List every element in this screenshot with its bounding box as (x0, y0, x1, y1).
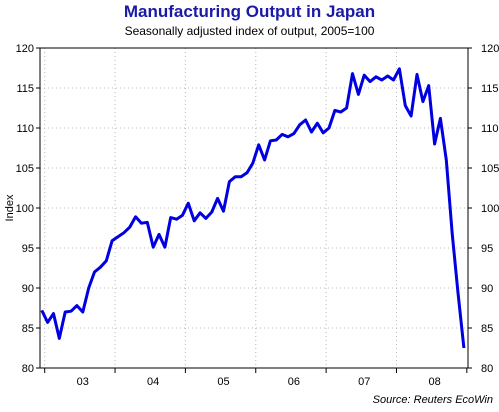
y-tick-label-left: 85 (22, 323, 34, 335)
axis-ticks (36, 47, 472, 373)
x-tick-label: 05 (217, 376, 229, 388)
y-tick-label-right: 110 (481, 123, 499, 135)
y-axis-label: Index (4, 194, 16, 221)
x-tick-label: 04 (147, 376, 159, 388)
y-tick-label-right: 80 (481, 363, 493, 375)
y-axis-left: 80 85 90 95 100 105 110 115 120 (16, 43, 34, 375)
y-tick-label-right: 95 (481, 243, 493, 255)
y-axis-right: 80 85 90 95 100 105 110 115 120 (481, 43, 499, 375)
y-tick-label-right: 115 (481, 83, 499, 95)
source-note: Source: Reuters EcoWin (372, 394, 493, 406)
x-axis: 03 04 05 06 07 08 (77, 376, 441, 388)
y-tick-label-left: 90 (22, 283, 34, 295)
chart-title: Manufacturing Output in Japan (123, 2, 376, 21)
y-tick-label-left: 120 (16, 43, 34, 55)
y-tick-label-right: 90 (481, 283, 493, 295)
y-tick-label-right: 105 (481, 163, 499, 175)
y-tick-label-left: 115 (16, 83, 34, 95)
x-tick-label: 07 (358, 376, 370, 388)
y-tick-label-left: 80 (22, 363, 34, 375)
y-tick-label-left: 105 (16, 163, 34, 175)
x-tick-label: 03 (77, 376, 89, 388)
chart-subtitle: Seasonally adjusted index of output, 200… (124, 24, 375, 38)
x-tick-label: 06 (288, 376, 300, 388)
y-tick-label-right: 85 (481, 323, 493, 335)
y-tick-label-right: 100 (481, 203, 499, 215)
series-line (40, 67, 466, 349)
series-layer (40, 67, 466, 349)
y-tick-label-left: 95 (22, 243, 34, 255)
y-tick-label-right: 120 (481, 43, 499, 55)
y-tick-label-left: 110 (16, 123, 34, 135)
y-tick-label-left: 100 (16, 203, 34, 215)
x-tick-label: 08 (428, 376, 440, 388)
